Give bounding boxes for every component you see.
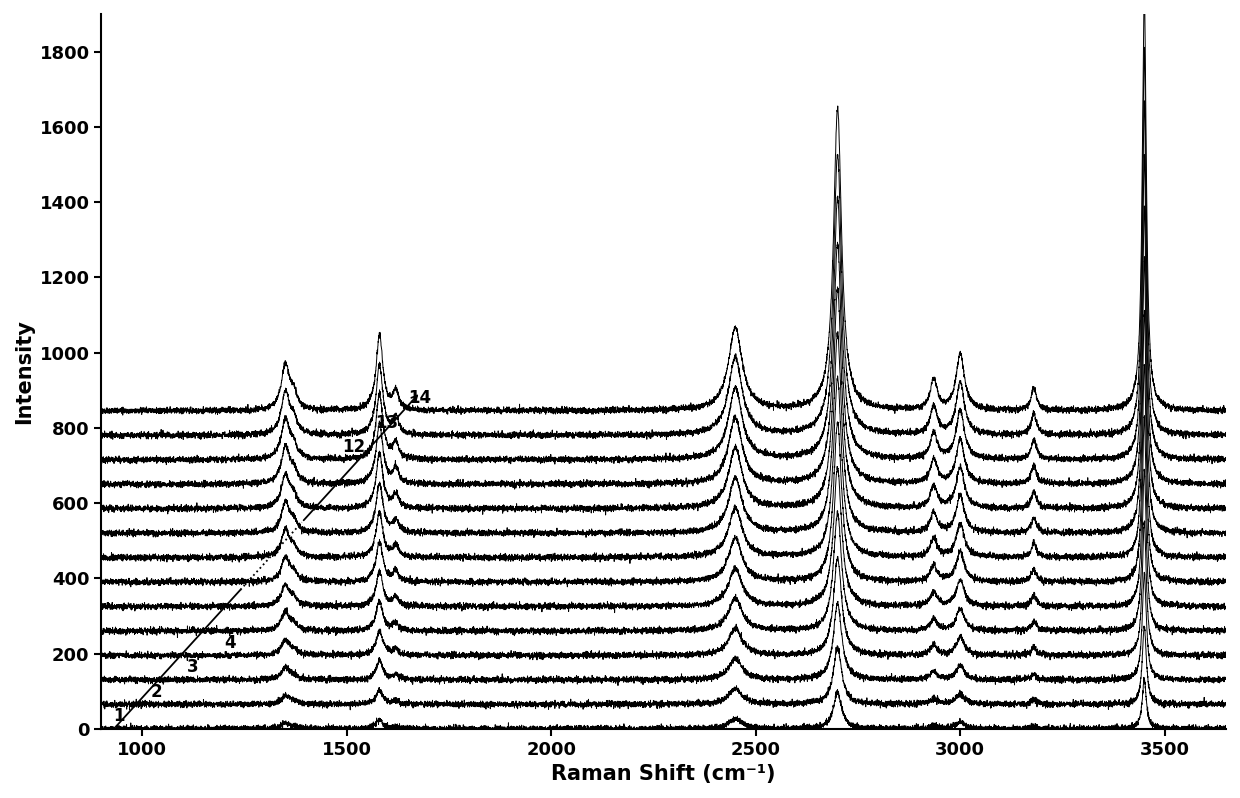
Text: 2: 2 <box>150 682 162 701</box>
Text: 14: 14 <box>408 389 432 407</box>
X-axis label: Raman Shift (cm⁻¹): Raman Shift (cm⁻¹) <box>552 764 776 784</box>
Text: 1: 1 <box>114 707 125 725</box>
Text: 12: 12 <box>342 438 366 456</box>
Text: 13: 13 <box>376 413 398 432</box>
Y-axis label: Intensity: Intensity <box>14 319 33 424</box>
Text: 4: 4 <box>224 634 236 652</box>
Text: 3: 3 <box>187 658 198 676</box>
